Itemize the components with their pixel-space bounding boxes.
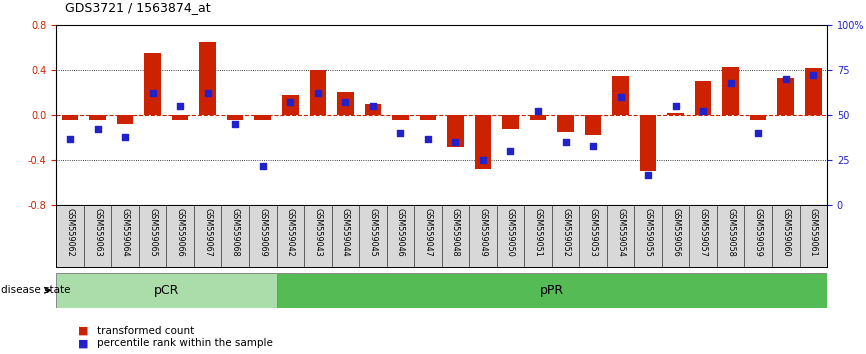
Bar (171, 115, 189, 120)
Bar (502, 115, 519, 129)
Text: disease state: disease state (1, 285, 70, 295)
Bar (447, 115, 463, 147)
Text: GSM559056: GSM559056 (671, 209, 680, 257)
Point (614, 94, 628, 100)
Bar (695, 81, 711, 115)
Text: GSM559045: GSM559045 (368, 209, 378, 257)
Bar (612, 75, 629, 115)
Point (503, 148, 517, 154)
Point (283, 99, 297, 105)
Point (421, 136, 435, 141)
Text: GSM559047: GSM559047 (423, 209, 432, 257)
Text: GSM559062: GSM559062 (66, 209, 74, 257)
Bar (530, 115, 546, 120)
Bar (750, 115, 766, 120)
Point (724, 80, 738, 85)
Point (669, 103, 682, 109)
Bar (475, 115, 491, 169)
Bar (309, 70, 326, 115)
Point (339, 99, 352, 105)
Text: GSM559061: GSM559061 (809, 209, 818, 257)
Point (201, 91, 215, 96)
Point (91, 127, 105, 132)
Text: GSM559052: GSM559052 (561, 209, 570, 257)
Point (118, 134, 132, 139)
Text: ■: ■ (78, 338, 88, 348)
Text: GSM559066: GSM559066 (176, 209, 184, 257)
Bar (145, 53, 161, 115)
Bar (61, 115, 78, 120)
Text: transformed count: transformed count (97, 326, 194, 336)
Text: GSM559044: GSM559044 (341, 209, 350, 257)
Text: GSM559067: GSM559067 (204, 209, 212, 257)
Text: GSM559053: GSM559053 (589, 209, 598, 257)
Text: GSM559058: GSM559058 (727, 209, 735, 257)
Text: GSM559048: GSM559048 (451, 209, 460, 257)
Text: GSM559065: GSM559065 (148, 209, 157, 257)
Bar (255, 115, 271, 120)
Bar (585, 115, 601, 135)
Text: GSM559057: GSM559057 (699, 209, 708, 257)
Point (393, 130, 407, 136)
Text: GDS3721 / 1563874_at: GDS3721 / 1563874_at (65, 1, 210, 14)
Bar (558, 115, 574, 132)
Point (531, 109, 545, 114)
Point (586, 143, 600, 149)
Bar (420, 115, 436, 120)
Point (752, 130, 766, 136)
Bar (778, 78, 794, 115)
Bar (282, 95, 299, 115)
Text: GSM559063: GSM559063 (93, 209, 102, 257)
Text: GSM559064: GSM559064 (120, 209, 130, 257)
Point (173, 103, 187, 109)
Point (476, 157, 490, 163)
Text: GSM559059: GSM559059 (753, 209, 763, 257)
Bar (89, 115, 106, 120)
Point (145, 91, 159, 96)
Point (366, 103, 380, 109)
Point (641, 172, 655, 177)
Point (449, 139, 462, 145)
Point (779, 76, 792, 82)
Bar (199, 42, 216, 115)
Text: GSM559043: GSM559043 (313, 209, 322, 257)
FancyBboxPatch shape (276, 273, 827, 308)
Bar (668, 113, 684, 115)
Text: GSM559060: GSM559060 (781, 209, 791, 257)
Text: GSM559068: GSM559068 (230, 209, 240, 257)
Bar (392, 115, 409, 120)
Bar (722, 67, 739, 115)
Bar (227, 115, 243, 120)
Point (311, 91, 325, 96)
Point (696, 109, 710, 114)
Text: GSM559051: GSM559051 (533, 209, 542, 257)
Text: ■: ■ (78, 326, 88, 336)
Bar (117, 115, 133, 124)
Bar (640, 115, 656, 171)
Bar (337, 92, 353, 115)
Text: GSM559049: GSM559049 (478, 209, 488, 257)
FancyBboxPatch shape (56, 273, 276, 308)
Point (559, 139, 572, 145)
Text: GSM559050: GSM559050 (506, 209, 515, 257)
Text: GSM559069: GSM559069 (258, 209, 268, 257)
Text: pCR: pCR (153, 284, 179, 297)
Text: percentile rank within the sample: percentile rank within the sample (97, 338, 273, 348)
Text: GSM559046: GSM559046 (396, 209, 405, 257)
Point (806, 73, 820, 78)
Text: GSM559042: GSM559042 (286, 209, 294, 257)
Text: GSM559054: GSM559054 (616, 209, 625, 257)
Text: pPR: pPR (540, 284, 564, 297)
Point (63, 136, 77, 141)
Point (229, 121, 242, 127)
Point (255, 163, 269, 169)
Text: GSM559055: GSM559055 (643, 209, 653, 257)
Bar (365, 104, 381, 115)
Bar (805, 68, 822, 115)
